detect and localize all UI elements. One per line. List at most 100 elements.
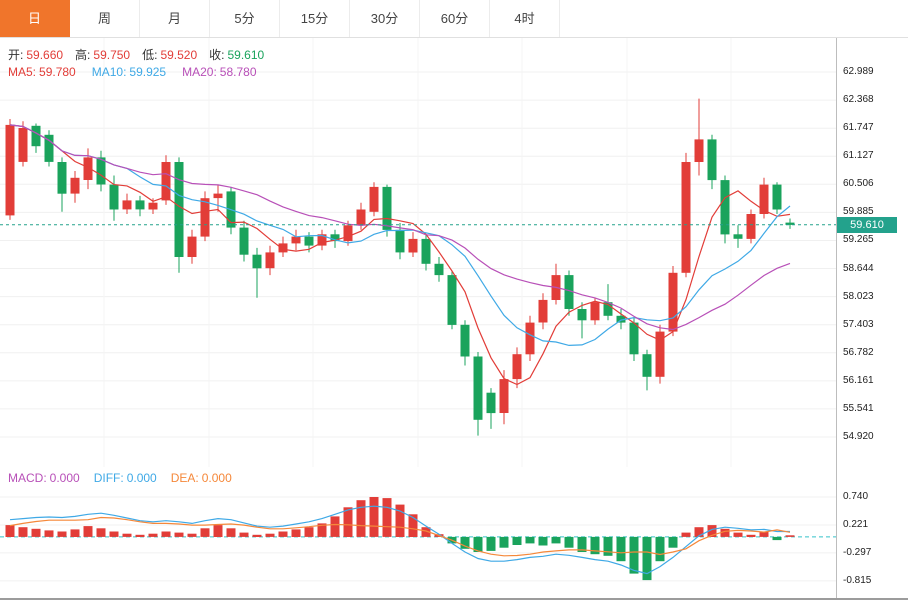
candle-body [473,356,483,420]
macd-hist-bar [512,536,522,545]
price-axis-label: 59.265 [843,234,874,246]
candle-body [109,184,119,210]
ma20-legend: MA20: 58.780 [182,65,256,79]
candle-body [564,275,574,309]
candlestick-chart[interactable] [0,38,836,467]
macd-axis-label: -0.297 [843,546,872,558]
candle-body [278,243,288,253]
price-axis: 62.989 62.368 61.747 61.127 60.506 59.885 59.2… [836,38,908,467]
candle-body [174,162,184,257]
macd-hist-bar [499,536,509,548]
candle-body [395,229,405,253]
candle-body [330,234,340,242]
macd-chart[interactable] [0,467,836,600]
ohlc-high-value: 59.750 [93,48,131,62]
candle-body [525,322,535,355]
candle-body [785,222,795,225]
ohlc-open-label: 开: [8,48,24,62]
macd-hist-bar [538,536,548,546]
candle-body [421,238,431,264]
ma5-value: 59.780 [39,65,76,79]
candle-body [642,354,652,377]
macd-hist-bar [304,527,314,537]
candle-body [512,354,522,380]
macd-hist-bar [395,504,405,537]
candle-body [733,234,743,239]
tab-day[interactable]: 日 [0,0,70,37]
macd-hist-bar [200,528,210,537]
candle-body [135,200,145,210]
macd-hist-bar [317,523,327,537]
candle-body [343,225,353,242]
macd-hist-bar [590,536,600,555]
macd-hist-bar [5,525,15,537]
diff-line [9,505,790,575]
macd-axis-label: 0.740 [843,491,869,502]
diff-legend: DIFF: 0.000 [94,471,157,485]
tab-5min[interactable]: 5分 [210,0,280,37]
ohlc-low-value: 59.520 [160,48,198,62]
macd-hist-bar [473,536,483,552]
macd-hist-bar [564,536,574,548]
macd-hist-bar [226,528,236,537]
candle-body [447,275,457,325]
ma10-label: MA10: [91,65,127,79]
candle-body [187,236,197,257]
ohlc-open: 开: 59.660 [8,46,63,63]
tab-week[interactable]: 周 [70,0,140,37]
macd-legend: MACD: 0.000 DIFF: 0.000 DEA: 0.000 [8,471,232,485]
candle-body [382,186,392,230]
candle-body [746,214,756,239]
price-axis-label: 59.885 [843,206,874,218]
candle-body [265,252,275,269]
macd-hist-bar [577,536,587,552]
price-axis-label: 57.403 [843,318,874,330]
price-axis-label: 54.920 [843,431,874,442]
macd-hist-bar [460,536,470,549]
macd-hist-bar [330,516,340,537]
tab-4hour[interactable]: 4时 [490,0,560,37]
macd-hist-bar [681,532,691,537]
macd-hist-bar [70,529,80,537]
candle-body [707,139,717,181]
price-axis-label: 62.368 [843,94,874,106]
macd-hist-bar [733,532,743,537]
macd-hist-bar [369,497,379,537]
macd-value: 0.000 [49,471,80,485]
tab-30min[interactable]: 30分 [350,0,420,37]
candle-body [499,379,509,413]
macd-hist-bar [551,536,561,544]
candle-body [538,299,548,323]
macd-hist-bar [213,525,223,537]
candle-body [44,134,54,162]
macd-hist-bar [668,536,678,548]
candle-body [5,124,15,216]
candle-body [31,125,41,147]
ohlc-close-value: 59.610 [227,48,265,62]
candle-body [369,186,379,212]
period-tab-bar: 日 周 月 5分 15分 30分 60分 4时 [0,0,908,38]
price-axis-label: 61.747 [843,122,874,134]
tab-60min[interactable]: 60分 [420,0,490,37]
macd-hist-bar [408,514,418,537]
candle-body [694,139,704,162]
macd-hist-bar [356,500,366,537]
macd-hist-bar [291,529,301,537]
candle-body [57,162,67,194]
candle-body [239,227,249,255]
candle-body [616,315,626,323]
candle-body [291,236,301,244]
macd-hist-bar [44,530,54,537]
candle-body [70,177,80,194]
macd-hist-bar [83,526,93,537]
candle-body [148,202,158,210]
tab-15min[interactable]: 15分 [280,0,350,37]
macd-hist-bar [135,534,145,537]
dea-line [9,516,791,557]
price-axis-label: 58.644 [843,262,874,274]
candle-body [590,302,600,321]
macd-hist-bar [252,534,262,537]
bottom-scrollbar[interactable] [0,598,908,600]
tab-month[interactable]: 月 [140,0,210,37]
ohlc-open-value: 59.660 [26,48,64,62]
